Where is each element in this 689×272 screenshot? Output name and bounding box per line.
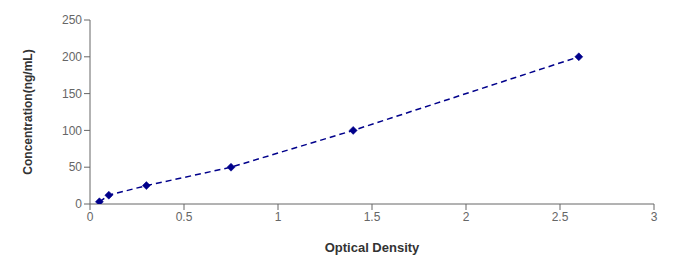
svg-text:0.5: 0.5 [176,210,193,224]
svg-text:2: 2 [463,210,470,224]
svg-text:150: 150 [62,87,82,101]
svg-text:Concentration(ng/mL): Concentration(ng/mL) [21,49,35,174]
svg-text:0: 0 [87,210,94,224]
svg-text:1: 1 [275,210,282,224]
svg-text:Optical Density: Optical Density [325,240,420,255]
svg-text:0: 0 [75,197,82,211]
svg-text:100: 100 [62,124,82,138]
svg-text:3: 3 [651,210,658,224]
svg-text:50: 50 [69,160,83,174]
svg-text:200: 200 [62,50,82,64]
svg-text:250: 250 [62,13,82,27]
svg-text:2.5: 2.5 [552,210,569,224]
svg-text:1.5: 1.5 [364,210,381,224]
